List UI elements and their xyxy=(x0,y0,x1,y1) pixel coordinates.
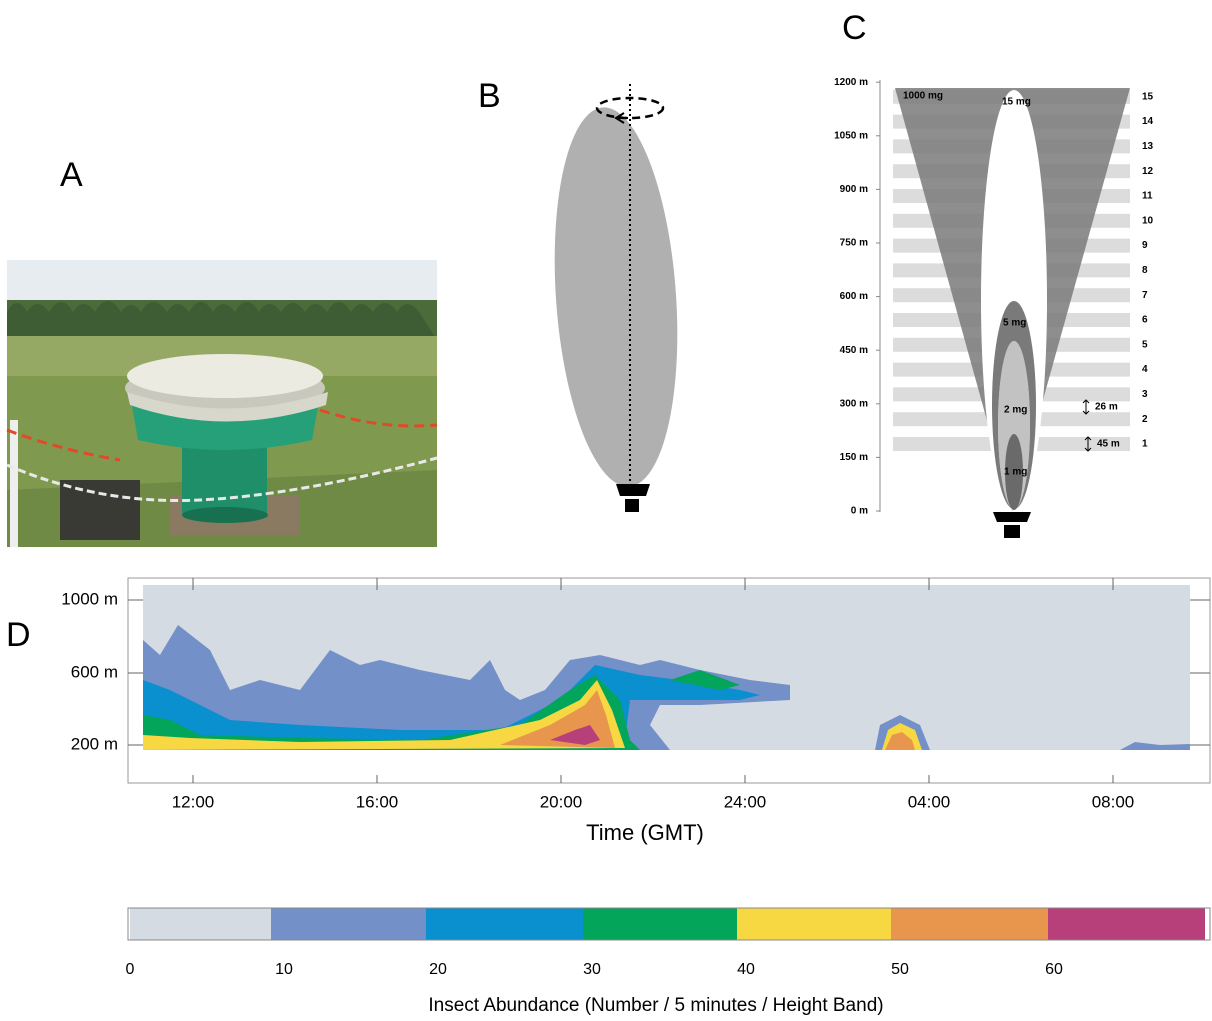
radar xyxy=(1004,525,1020,538)
color-swatch xyxy=(583,908,737,940)
band-label: 4 xyxy=(1142,364,1148,375)
panel-label: A xyxy=(60,156,83,194)
contour xyxy=(143,625,790,750)
band-label: 15 xyxy=(1142,91,1154,102)
beam-diagram xyxy=(554,84,678,512)
height-label: 150 m xyxy=(840,452,868,463)
height-label: 1200 m xyxy=(834,77,868,88)
band-label: 12 xyxy=(1142,166,1154,177)
photo xyxy=(6,260,438,547)
contour xyxy=(1120,742,1190,750)
contour xyxy=(670,670,740,690)
band-label: 6 xyxy=(1142,315,1148,326)
mass-label: 15 mg xyxy=(1002,97,1031,108)
x-label: 20:00 xyxy=(540,792,583,811)
height-label: 900 m xyxy=(840,184,868,195)
width-arrow xyxy=(1084,436,1092,452)
beam-1mg xyxy=(1005,434,1023,510)
colorbar-tick: 20 xyxy=(429,961,447,978)
height-label: 300 m xyxy=(840,398,868,409)
band-label: 2 xyxy=(1142,414,1148,425)
band-width: 45 m xyxy=(1097,439,1120,450)
y-label: 1000 m xyxy=(61,589,118,608)
colorbar-title: Insect Abundance (Number / 5 minutes / H… xyxy=(428,995,883,1016)
band-label: 7 xyxy=(1142,290,1148,301)
y-label: 600 m xyxy=(71,662,118,681)
colorbar-tick: 40 xyxy=(737,961,755,978)
mass-label: 1000 mg xyxy=(903,91,943,102)
band-width: 26 m xyxy=(1095,402,1118,413)
band-label: 3 xyxy=(1142,389,1148,400)
height-label: 1050 m xyxy=(834,130,868,141)
panel-label: B xyxy=(478,77,501,115)
color-swatch xyxy=(737,908,891,940)
colorbar-frame xyxy=(127,907,1211,941)
color-swatch xyxy=(426,908,583,940)
mass-label: 2 mg xyxy=(1004,405,1027,416)
colorbar-tick: 10 xyxy=(275,961,293,978)
color-swatch xyxy=(271,908,426,940)
x-label: 12:00 xyxy=(172,792,215,811)
contour xyxy=(550,725,600,745)
colorbar: 0 10 20 30 40 50 60 Insect Abundance (Number / … xyxy=(126,907,1211,1016)
height-label: 600 m xyxy=(840,291,868,302)
panel-label: C xyxy=(842,9,867,47)
mass-label: 5 mg xyxy=(1003,318,1026,329)
colorbar-tick: 0 xyxy=(126,961,135,978)
contour-plot: 1000 m 600 m 200 m 12:00 16:00 20:00 24:00 04:0… xyxy=(61,577,1211,845)
band-label: 13 xyxy=(1142,141,1154,152)
band-label: 10 xyxy=(1142,215,1154,226)
band-label: 11 xyxy=(1142,191,1153,202)
no-data xyxy=(143,750,1190,780)
height-label: 0 m xyxy=(851,506,868,517)
color-swatch xyxy=(130,908,271,940)
x-title: Time (GMT) xyxy=(586,820,704,845)
width-arrow xyxy=(1082,399,1090,415)
panel-label: D xyxy=(6,616,31,654)
height-label: 750 m xyxy=(840,238,868,249)
band-label: 1 xyxy=(1142,439,1148,450)
x-label: 16:00 xyxy=(356,792,399,811)
color-swatch xyxy=(1048,908,1205,940)
x-label: 24:00 xyxy=(724,792,767,811)
y-label: 200 m xyxy=(71,734,118,753)
band-label: 5 xyxy=(1142,339,1148,350)
colorbar-tick: 30 xyxy=(583,961,601,978)
band-label: 14 xyxy=(1142,116,1154,127)
contour xyxy=(143,680,625,750)
x-label: 04:00 xyxy=(908,792,951,811)
contour xyxy=(885,732,915,750)
radar xyxy=(993,512,1031,522)
colorbar-tick: 60 xyxy=(1045,961,1063,978)
mass-label: 1 mg xyxy=(1004,467,1027,478)
height-label: 450 m xyxy=(840,345,868,356)
colorbar-tick: 50 xyxy=(891,961,909,978)
color-swatch xyxy=(891,908,1048,940)
band-label: 9 xyxy=(1142,240,1148,251)
band-label: 8 xyxy=(1142,265,1148,276)
x-label: 08:00 xyxy=(1092,792,1135,811)
